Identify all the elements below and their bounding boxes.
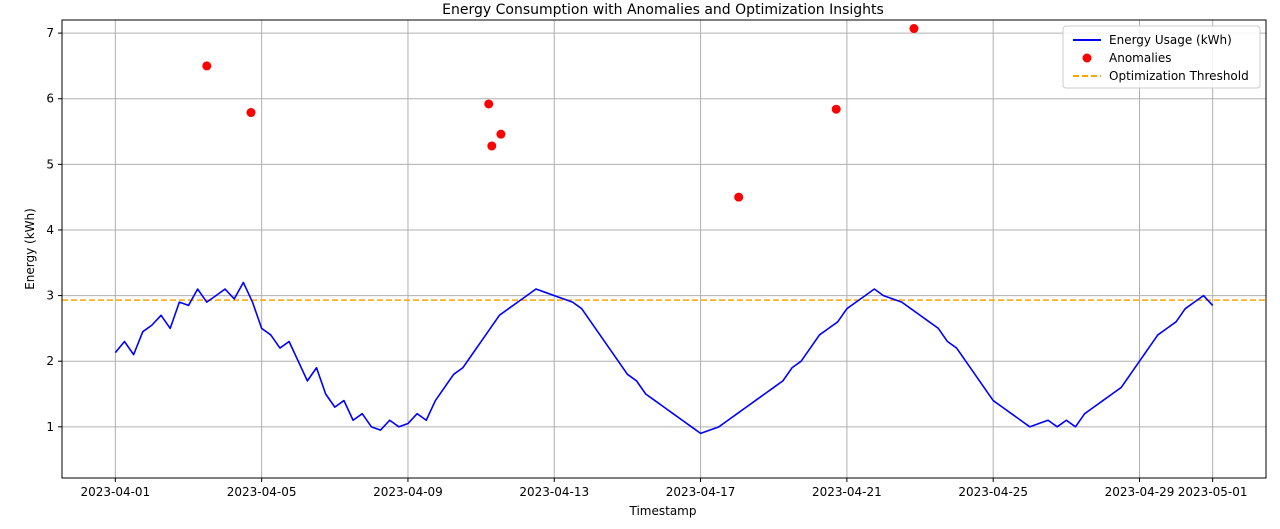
energy-usage-series [114, 281, 1214, 435]
anomaly-point [831, 104, 841, 114]
anomaly-point [246, 108, 256, 118]
x-tick-label: 2023-04-29 [1105, 485, 1175, 499]
anomaly-point [496, 129, 506, 139]
anomalies-series [202, 24, 919, 202]
anomaly-point [487, 141, 497, 151]
y-tick-label: 3 [46, 289, 54, 303]
anomaly-point [484, 99, 494, 109]
y-tick-label: 7 [46, 26, 54, 40]
y-tick-label: 4 [46, 223, 54, 237]
anomaly-point [734, 192, 744, 202]
legend-energy-usage-label: Energy Usage (kWh) [1109, 33, 1232, 47]
x-tick-label: 2023-04-21 [812, 485, 882, 499]
x-tick-label: 2023-04-25 [958, 485, 1028, 499]
y-tick-label: 1 [46, 420, 54, 434]
x-tick-label: 2023-05-01 [1178, 485, 1248, 499]
x-tick-label: 2023-04-09 [373, 485, 443, 499]
plot-area-frame [61, 19, 1267, 479]
y-axis-ticks: 1 2 3 4 5 6 7 [46, 26, 62, 434]
x-tick-label: 2023-04-01 [80, 485, 150, 499]
grid [62, 20, 1266, 478]
y-tick-label: 2 [46, 354, 54, 368]
legend-box [1062, 25, 1261, 89]
legend-anomalies-label: Anomalies [1109, 51, 1172, 65]
energy-usage-line [114, 281, 1214, 435]
y-axis-label: Energy (kWh) [23, 208, 37, 290]
x-tick-label: 2023-04-17 [666, 485, 736, 499]
x-axis-ticks: 2023-04-01 2023-04-05 2023-04-09 2023-04-13… [80, 478, 1248, 499]
legend: Energy Usage (kWh) Anomalies Optimizatio… [1062, 25, 1261, 89]
y-tick-label: 5 [46, 157, 54, 171]
chart-title: Energy Consumption with Anomalies and Op… [442, 2, 884, 18]
x-tick-label: 2023-04-05 [227, 485, 297, 499]
x-tick-label: 2023-04-13 [519, 485, 589, 499]
legend-threshold-label: Optimization Threshold [1109, 69, 1249, 83]
y-tick-label: 6 [46, 92, 54, 106]
x-axis-label: Timestamp [629, 504, 697, 518]
anomaly-point [202, 61, 212, 71]
anomaly-point [909, 24, 919, 34]
legend-anomalies-swatch [1082, 53, 1092, 63]
